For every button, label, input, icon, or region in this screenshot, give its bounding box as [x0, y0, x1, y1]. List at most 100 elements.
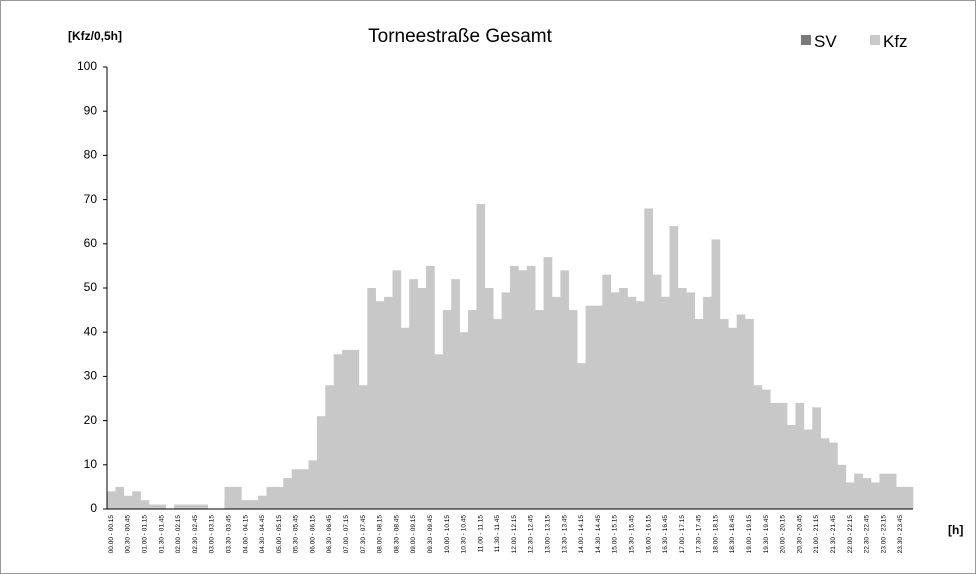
bar — [602, 274, 612, 509]
y-tick-label: 0 — [90, 501, 97, 515]
bar — [719, 318, 729, 509]
bar — [728, 327, 737, 509]
bar — [879, 473, 889, 509]
x-tick-label: 03.30 - 03.45 — [225, 515, 232, 554]
x-tick-label: 17.30 - 17.45 — [696, 515, 703, 554]
bar — [325, 385, 334, 509]
bar — [107, 491, 116, 509]
bar — [426, 265, 435, 509]
chart-title: Torneestraße Gesamt — [368, 26, 552, 47]
bar — [593, 305, 603, 509]
bar — [845, 482, 855, 509]
x-axis-label: [h] — [948, 523, 963, 537]
x-tick-label: 13.00 - 13.15 — [545, 515, 552, 554]
x-tick-label: 11.00 - 11.15 — [477, 515, 484, 553]
bar — [745, 318, 754, 509]
bar — [484, 288, 494, 509]
bar — [510, 265, 519, 509]
bar — [375, 301, 385, 509]
bar — [577, 363, 586, 509]
bar — [123, 495, 133, 509]
y-tick-label: 20 — [84, 413, 98, 427]
bar — [619, 288, 628, 509]
y-axis-label: [Kfz/0,5h] — [68, 29, 122, 43]
bar — [316, 416, 326, 509]
x-tick-label: 18.00 - 18.15 — [712, 515, 719, 554]
bar — [770, 402, 779, 509]
y-tick-label: 100 — [77, 59, 97, 73]
x-tick-label: 09.30 - 09.45 — [427, 515, 434, 554]
x-tick-label: 22.00 - 22.15 — [847, 515, 854, 554]
bar — [610, 292, 620, 509]
bar — [887, 473, 897, 509]
legend-label: SV — [814, 32, 837, 51]
bar — [703, 296, 712, 509]
bar — [518, 270, 528, 509]
bar — [812, 407, 821, 509]
bar — [778, 402, 788, 509]
x-tick-label: 07.00 - 07.15 — [343, 515, 350, 554]
bar — [568, 310, 578, 509]
x-tick-label: 19.00 - 19.15 — [746, 515, 753, 554]
bar — [476, 204, 486, 509]
bar — [904, 486, 914, 509]
bar — [501, 292, 511, 509]
x-tick-label: 05.00 - 05.15 — [276, 515, 283, 554]
x-tick-label: 12.30 - 12.45 — [528, 515, 535, 554]
x-tick-label: 21.00 - 21.15 — [813, 515, 820, 554]
bar — [468, 310, 477, 509]
bar — [367, 288, 376, 509]
x-tick-label: 03.00 - 03.15 — [209, 515, 216, 554]
bar — [753, 385, 763, 509]
bar — [148, 504, 158, 509]
bar — [132, 491, 141, 509]
y-tick-label: 90 — [84, 103, 98, 117]
bar — [585, 305, 595, 509]
bar — [837, 464, 847, 509]
x-tick-label: 19.30 - 19.45 — [763, 515, 770, 554]
bar — [409, 279, 418, 509]
x-tick-label: 00.00 - 00.15 — [108, 515, 115, 554]
bar — [677, 288, 687, 509]
bar — [199, 504, 209, 509]
y-tick-label: 30 — [84, 369, 98, 383]
bar — [291, 469, 301, 509]
x-tick-label: 23.30 - 23.45 — [897, 515, 904, 554]
bar — [871, 482, 880, 509]
x-tick-label: 01.30 - 01.45 — [158, 515, 165, 554]
bar — [787, 425, 796, 509]
legend-swatch — [870, 35, 880, 45]
y-tick-label: 60 — [84, 236, 98, 250]
x-tick-label: 02.30 - 02.45 — [192, 515, 199, 554]
bar — [795, 402, 805, 509]
bar — [190, 504, 200, 509]
bar — [174, 504, 183, 509]
y-tick-label: 70 — [84, 192, 98, 206]
bar — [434, 354, 444, 509]
bar — [635, 301, 645, 509]
bar — [686, 292, 696, 509]
x-tick-label: 15.00 - 15.15 — [612, 515, 619, 554]
x-tick-label: 17.00 - 17.15 — [679, 515, 686, 554]
bar — [266, 486, 276, 509]
bar — [249, 500, 259, 509]
bar — [400, 327, 410, 509]
bar — [803, 429, 813, 509]
bar — [258, 495, 267, 509]
bar — [224, 486, 234, 509]
bar — [459, 332, 469, 509]
bar — [551, 296, 561, 509]
bar — [543, 257, 553, 509]
bar — [283, 478, 293, 509]
x-tick-label: 22.30 - 22.45 — [864, 515, 871, 554]
x-tick-label: 09.00 - 09.15 — [410, 515, 417, 554]
x-tick-label: 10.00 - 10.15 — [444, 515, 451, 554]
bar — [669, 226, 679, 509]
bar — [862, 478, 872, 509]
legend-label: Kfz — [883, 32, 908, 51]
bar — [342, 349, 351, 509]
x-tick-label: 15.30 - 15.45 — [628, 515, 635, 554]
x-tick-label: 20.30 - 20.45 — [796, 515, 803, 554]
bar — [736, 314, 746, 509]
